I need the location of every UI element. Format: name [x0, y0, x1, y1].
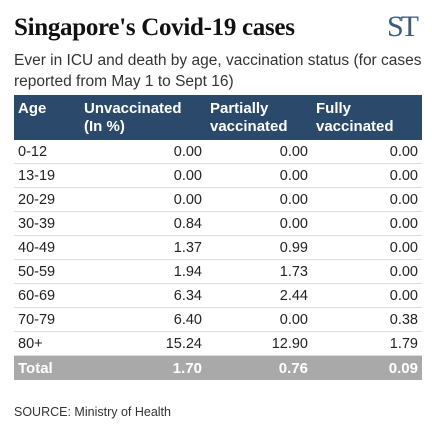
value-cell: 0.99 — [206, 235, 312, 260]
value-cell: 0.00 — [206, 211, 312, 236]
value-cell: 1.73 — [206, 259, 312, 284]
age-cell: 0-12 — [14, 140, 80, 164]
table-body: 0-12 0.00 0.00 0.00 13-19 0.00 0.00 0.00 20-29 0.… — [14, 140, 422, 380]
header-row: Age Unvaccinated (In %) Partially vaccin… — [14, 95, 422, 140]
value-cell: 0.00 — [312, 140, 422, 164]
column-header-partially-vaccinated: Partially vaccinated — [206, 95, 312, 140]
table-row: 70-79 6.40 0.00 0.38 — [14, 307, 422, 332]
value-cell: 1.37 — [80, 235, 206, 260]
table-row: 40-49 1.37 0.99 0.00 — [14, 235, 422, 260]
total-value: 1.70 — [80, 355, 206, 380]
cases-table: Age Unvaccinated (In %) Partially vaccin… — [14, 95, 422, 380]
table-row: 30-39 0.84 0.00 0.00 — [14, 211, 422, 236]
value-cell: 0.00 — [206, 163, 312, 188]
value-cell: 0.00 — [312, 283, 422, 308]
table-row: 0-12 0.00 0.00 0.00 — [14, 140, 422, 164]
value-cell: 0.38 — [312, 307, 422, 332]
value-cell: 0.00 — [312, 163, 422, 188]
total-label: Total — [14, 355, 80, 380]
value-cell: 0.00 — [206, 140, 312, 164]
column-header-label: Fully vaccinated — [316, 100, 394, 135]
total-value: 0.09 — [312, 355, 422, 380]
column-header-label: Age — [18, 100, 47, 117]
table-row: 50-59 1.94 1.73 0.00 — [14, 259, 422, 284]
table-row: 20-29 0.00 0.00 0.00 — [14, 187, 422, 212]
column-header-fully-vaccinated: Fully vaccinated — [312, 95, 422, 140]
column-header-unvaccinated: Unvaccinated (In %) — [80, 95, 206, 140]
column-header-age: Age — [14, 95, 80, 140]
value-cell: 0.00 — [80, 140, 206, 164]
age-cell: 60-69 — [14, 283, 80, 308]
value-cell: 0.00 — [80, 163, 206, 188]
value-cell: 0.00 — [312, 259, 422, 284]
value-cell: 0.00 — [206, 187, 312, 212]
page-title: Singapore's Covid-19 cases — [14, 14, 295, 41]
total-row: Total 1.70 0.76 0.09 — [14, 355, 422, 380]
column-header-label: Unvaccinated (In %) — [84, 100, 182, 135]
st-logo: ST — [386, 10, 419, 43]
age-cell: 13-19 — [14, 163, 80, 188]
value-cell: 2.44 — [206, 283, 312, 308]
table-row: 80+ 15.24 12.90 1.79 — [14, 331, 422, 356]
value-cell: 0.00 — [80, 187, 206, 212]
value-cell: 6.34 — [80, 283, 206, 308]
value-cell: 0.00 — [312, 187, 422, 212]
table-row: 60-69 6.34 2.44 0.00 — [14, 283, 422, 308]
value-cell: 12.90 — [206, 331, 312, 356]
age-cell: 40-49 — [14, 235, 80, 260]
value-cell: 15.24 — [80, 331, 206, 356]
age-cell: 80+ — [14, 331, 80, 356]
value-cell: 0.84 — [80, 211, 206, 236]
total-value: 0.76 — [206, 355, 312, 380]
age-cell: 50-59 — [14, 259, 80, 284]
age-cell: 20-29 — [14, 187, 80, 212]
column-header-label: Partially vaccinated — [210, 100, 288, 135]
value-cell: 0.00 — [206, 307, 312, 332]
value-cell: 1.79 — [312, 331, 422, 356]
subtitle: Ever in ICU and death by age, vaccinatio… — [14, 52, 422, 90]
value-cell: 0.00 — [312, 211, 422, 236]
value-cell: 6.40 — [80, 307, 206, 332]
source-note: SOURCE: Ministry of Health — [14, 405, 171, 419]
age-cell: 30-39 — [14, 211, 80, 236]
value-cell: 1.94 — [80, 259, 206, 284]
table-row: 13-19 0.00 0.00 0.00 — [14, 163, 422, 188]
age-cell: 70-79 — [14, 307, 80, 332]
value-cell: 0.00 — [312, 235, 422, 260]
